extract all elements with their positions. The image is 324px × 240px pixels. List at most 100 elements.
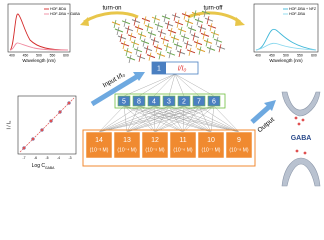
x-axis-label: Wavelength (nm) bbox=[269, 58, 303, 63]
bond bbox=[183, 42, 193, 47]
bond bbox=[203, 39, 213, 44]
connection bbox=[154, 105, 215, 133]
x-axis-label-sub: GABA bbox=[45, 166, 55, 170]
bond bbox=[162, 36, 166, 45]
bond bbox=[165, 43, 169, 52]
bond bbox=[206, 16, 210, 25]
bond bbox=[121, 20, 131, 25]
connection bbox=[126, 105, 140, 133]
bond bbox=[124, 27, 134, 32]
postsynaptic bbox=[281, 157, 321, 187]
hidden-node bbox=[147, 95, 161, 107]
bond bbox=[166, 51, 176, 56]
hidden-node-id: 4 bbox=[152, 98, 156, 105]
bond bbox=[147, 31, 157, 36]
connection bbox=[154, 105, 185, 133]
connection bbox=[153, 105, 212, 133]
x-ticks: 400 450 500 550 600 bbox=[255, 53, 317, 57]
bond bbox=[172, 34, 176, 44]
arrowhead bbox=[264, 100, 276, 111]
bond bbox=[116, 26, 120, 36]
connection bbox=[198, 105, 240, 133]
output-node-label: (10⁻³ M) bbox=[90, 147, 109, 153]
connection bbox=[168, 73, 176, 97]
connection bbox=[174, 73, 200, 97]
point bbox=[67, 101, 71, 105]
output-layer-frame bbox=[82, 129, 256, 167]
bond bbox=[133, 17, 137, 26]
connection bbox=[98, 105, 155, 133]
arrowhead bbox=[80, 17, 89, 26]
bond bbox=[194, 18, 204, 23]
bond bbox=[180, 35, 190, 40]
x-ticks: 400 450 500 550 600 bbox=[9, 53, 69, 57]
bond bbox=[161, 15, 171, 20]
bond bbox=[169, 27, 173, 37]
bond bbox=[188, 47, 192, 56]
bond bbox=[193, 41, 203, 46]
output-node bbox=[197, 131, 225, 159]
bond bbox=[157, 30, 167, 35]
molecule bbox=[301, 118, 305, 122]
bond bbox=[141, 17, 151, 22]
bond bbox=[176, 50, 186, 55]
output-node bbox=[113, 131, 141, 159]
bond bbox=[123, 49, 133, 54]
connection bbox=[153, 73, 176, 97]
arrow bbox=[250, 104, 272, 124]
bond bbox=[196, 17, 200, 26]
bond bbox=[179, 26, 183, 35]
bond bbox=[135, 46, 139, 55]
legend-label: HOF-DBA + NFZ bbox=[289, 7, 317, 11]
x-tick-label: -4 bbox=[57, 156, 60, 160]
bond bbox=[192, 32, 196, 41]
connection bbox=[138, 105, 184, 133]
arrow bbox=[83, 11, 139, 24]
connection bbox=[198, 105, 212, 133]
bond bbox=[175, 41, 179, 51]
connection bbox=[126, 105, 215, 133]
hidden-node bbox=[162, 95, 176, 107]
bond bbox=[151, 16, 161, 21]
bond bbox=[163, 44, 173, 49]
bond bbox=[186, 18, 190, 27]
bond bbox=[153, 45, 163, 50]
bond bbox=[152, 37, 156, 46]
connection bbox=[138, 105, 156, 133]
x-tick-label: 450 bbox=[269, 53, 275, 57]
bond bbox=[145, 45, 149, 54]
legend-label: HOF-DBA bbox=[289, 12, 306, 16]
connection bbox=[123, 105, 184, 133]
input-node-id-box bbox=[152, 62, 166, 74]
bond bbox=[150, 38, 160, 43]
bond bbox=[177, 28, 187, 33]
bond bbox=[146, 54, 156, 59]
bond bbox=[199, 24, 203, 33]
x-tick-label: 400 bbox=[255, 53, 261, 57]
curve bbox=[9, 42, 69, 51]
hidden-node-id: 6 bbox=[212, 98, 216, 105]
connection bbox=[168, 105, 184, 133]
bond bbox=[205, 38, 209, 47]
hidden-node-id: 7 bbox=[197, 98, 201, 105]
connection bbox=[98, 105, 125, 133]
connection bbox=[154, 105, 200, 133]
fit-line bbox=[19, 97, 75, 153]
bond bbox=[187, 27, 197, 32]
bond bbox=[158, 51, 162, 60]
bond bbox=[176, 19, 180, 28]
x-tick-label: 450 bbox=[23, 53, 29, 57]
x-axis-label: Wavelength (nm) bbox=[22, 58, 56, 63]
y-axis-label: I / I₀ bbox=[6, 120, 12, 129]
bond bbox=[117, 35, 127, 40]
hidden-node bbox=[117, 95, 131, 107]
hidden-layer-frame bbox=[114, 93, 226, 109]
output-node-id: 10 bbox=[207, 137, 215, 144]
bond bbox=[160, 37, 170, 42]
connection bbox=[138, 73, 176, 97]
bond bbox=[174, 21, 184, 26]
output-node-label: (10⁻⁸ M) bbox=[229, 147, 249, 153]
bond bbox=[146, 23, 150, 32]
bond bbox=[136, 55, 146, 60]
bond bbox=[210, 31, 220, 36]
